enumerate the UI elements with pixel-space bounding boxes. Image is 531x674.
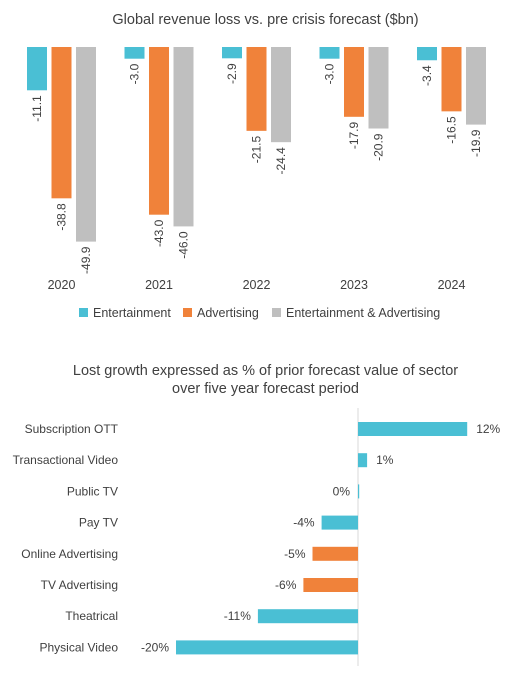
bar-advertising-2023: [344, 47, 364, 117]
chart1-title: Global revenue loss vs. pre crisis forec…: [112, 12, 419, 28]
legend-label: Advertising: [197, 306, 259, 320]
x-tick-label: 2024: [438, 278, 466, 292]
bar-advertising-2024: [441, 47, 462, 112]
category-label: TV Advertising: [41, 578, 118, 592]
data-label: -4%: [293, 516, 315, 530]
data-label: -20%: [141, 640, 169, 654]
legend-item-entertainment: Entertainment: [79, 306, 171, 320]
category-label: Public TV: [67, 484, 118, 498]
x-tick-label: 2023: [340, 278, 368, 292]
data-label: -11%: [224, 609, 251, 623]
bar-entertainment-2022: [222, 47, 242, 59]
data-label-ent-adv-2023: -20.9: [372, 133, 386, 161]
bar-public-tv: [358, 484, 360, 499]
lost-growth-chart: Subscription OTT 12% Transactional Video 1%…: [13, 408, 501, 666]
legend-label: Entertainment: [93, 306, 171, 320]
data-label-advertising-2022: -21.5: [250, 136, 264, 164]
data-label: -6%: [275, 578, 297, 592]
x-tick-label: 2021: [145, 278, 173, 292]
bar-entertainment-2020: [27, 47, 47, 91]
bar-theatrical: [257, 609, 358, 624]
chart2-title: Lost growth expressed as % of prior fore…: [0, 362, 531, 398]
data-label-advertising-2021: -43.0: [152, 219, 166, 247]
bar-tv-advertising: [303, 578, 358, 592]
bar-advertising-2020: [51, 47, 72, 199]
category-label: Physical Video: [40, 640, 119, 654]
category-label: Online Advertising: [21, 547, 118, 561]
bar-ent-adv-2024: [466, 47, 486, 125]
data-label-entertainment-2024: -3.4: [420, 65, 434, 86]
data-label-advertising-2020: -38.8: [55, 203, 69, 231]
legend-swatch: [79, 308, 88, 317]
bar-ent-adv-2022: [271, 47, 291, 143]
data-label-advertising-2024: -16.5: [445, 116, 459, 144]
bar-ent-adv-2020: [76, 47, 96, 242]
bar-pay-tv: [321, 515, 358, 530]
bar-transactional-video: [358, 453, 368, 468]
bar-entertainment-2021: [124, 47, 145, 59]
category-label: Theatrical: [65, 609, 118, 623]
data-label-ent-adv-2021: -46.0: [177, 231, 191, 259]
bar-advertising-2021: [149, 47, 169, 215]
chart2-title-line-1: Lost growth expressed as % of prior fore…: [72, 363, 459, 379]
x-tick-label: 2022: [243, 278, 271, 292]
bar-advertising-2022: [246, 47, 267, 131]
chart1-legend: Entertainment Advertising Entertainment …: [0, 306, 531, 322]
legend-item-entertainment-advertising: Entertainment & Advertising: [272, 306, 440, 320]
revenue-loss-chart: -11.1 -3.0 -2.9 -3.0 -3.4 -38.8 -43.0 -21.5 -17.…: [27, 47, 486, 292]
data-label: 12%: [476, 422, 500, 436]
data-label-entertainment-2021: -3.0: [128, 63, 142, 84]
legend-swatch: [183, 308, 192, 317]
bar-entertainment-2024: [417, 47, 437, 61]
x-tick-label: 2020: [48, 278, 76, 292]
category-label: Subscription OTT: [25, 422, 119, 436]
bar-physical-video: [176, 640, 358, 655]
data-label: -5%: [284, 547, 306, 561]
data-label-ent-adv-2020: -49.9: [79, 246, 93, 274]
bar-ent-adv-2023: [368, 47, 389, 129]
data-label-ent-adv-2022: -24.4: [274, 147, 288, 175]
data-label-ent-adv-2024: -19.9: [469, 129, 483, 157]
chart2-title-line-2: over five year forecast period: [172, 381, 359, 397]
data-label-advertising-2023: -17.9: [347, 121, 361, 149]
data-label-entertainment-2023: -3.0: [323, 63, 337, 84]
bar-subscription-ott: [358, 422, 468, 436]
legend-item-advertising: Advertising: [183, 306, 259, 320]
legend-swatch: [272, 308, 281, 317]
bar-entertainment-2023: [319, 47, 340, 59]
data-label: 1%: [376, 453, 394, 467]
data-label-entertainment-2022: -2.9: [225, 63, 239, 84]
legend-label: Entertainment & Advertising: [286, 306, 441, 320]
bar-ent-adv-2021: [173, 47, 194, 227]
category-label: Pay TV: [79, 516, 118, 530]
data-label: 0%: [333, 484, 351, 498]
data-label-entertainment-2020: -11.1: [30, 95, 44, 122]
bar-online-advertising: [312, 546, 358, 561]
category-label: Transactional Video: [13, 453, 119, 467]
